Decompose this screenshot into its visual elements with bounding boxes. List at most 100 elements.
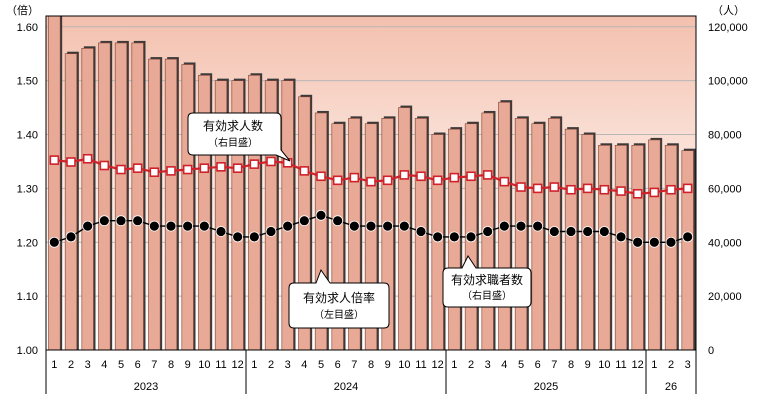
x-axis: 1 2 3 4 5 6 7 8 9 10 11 12 1 2 3 4 5 6 7 8 9 10 11 12 1 2 3 4 5 6 7 8 9 1… [45,350,697,394]
job-ratio-point [565,226,577,237]
job-ratio-point [532,220,544,232]
bar [598,144,611,351]
job-ratio-point [648,236,660,248]
year-label: 2024 [334,381,358,393]
job-seekers-point [182,164,193,175]
job-ratio-point [198,220,210,232]
job-ratio-point [365,220,377,232]
job-ratio-point [548,226,560,237]
job-ratio-point [148,220,160,232]
plot-frame [45,15,697,351]
left-tick-label: 1.50 [17,76,38,88]
month-label: 4 [301,359,307,371]
job-seekers-point [232,163,243,173]
job-seekers-point [299,166,310,176]
callout-job-openings-note: （右目盛） [208,136,258,149]
right-axis: 0 20,000 40,000 60,000 80,000 100,000 120,000 [708,22,748,357]
job-seekers-point [99,160,110,171]
job-ratio-point [465,231,477,243]
line-series-job-ratio [48,209,694,248]
left-tick-label: 1.40 [17,130,38,142]
right-tick-label: 20,000 [708,291,742,303]
bar [164,58,178,351]
job-ratio-point [582,226,594,237]
job-seekers-point [566,184,576,195]
callout-job-openings: 有効求人数 （右目盛） [187,112,291,162]
job-ratio-point [382,220,394,232]
job-seekers-point [449,172,460,183]
right-tick-label: 100,000 [708,76,748,88]
job-ratio-point [498,220,510,232]
job-ratio-point [482,226,494,237]
job-seekers-point [366,176,376,187]
bar [131,42,144,351]
job-seekers-point [482,170,493,180]
month-label: 9 [185,359,191,371]
month-label: 9 [385,359,391,371]
month-label: 1 [51,359,57,371]
right-tick-label: 80,000 [708,130,742,142]
month-label: 8 [368,359,374,371]
month-label: 10 [598,359,610,371]
job-seekers-point [516,182,526,192]
job-ratio-point [165,220,177,232]
month-label: 8 [568,359,574,371]
left-tick-label: 1.60 [17,22,38,34]
month-label: 2 [268,359,274,371]
job-ratio-point [665,236,677,248]
job-ratio-point [182,220,194,232]
bar [98,42,111,351]
job-ratio-point [265,226,277,237]
callout-job-ratio-title: 有効求人倍率 [303,290,375,305]
job-seekers-point [49,155,60,165]
bar [148,58,161,351]
callout-job-seekers-note: （右目盛） [462,289,512,302]
callout-job-ratio: 有効求人倍率 （左目盛） [288,268,390,329]
month-label: 8 [168,359,174,371]
job-seekers-point [116,164,126,175]
job-seekers-point [466,171,476,182]
month-label: 5 [118,359,124,371]
month-label: 12 [432,359,444,371]
job-seekers-point [82,153,93,164]
job-ratio-point [82,220,94,232]
job-seekers-point [266,156,276,167]
job-seekers-point [532,183,543,194]
month-label: 6 [135,359,141,371]
left-tick-label: 1.30 [17,183,38,195]
job-seekers-point [416,171,426,182]
month-label: 2 [668,359,674,371]
job-ratio-point [282,220,294,232]
callout-job-seekers-title: 有効求職者数 [451,272,523,287]
job-ratio-point [98,215,110,227]
job-seekers-point [249,159,260,169]
month-label: 9 [585,359,591,371]
job-seekers-point [666,184,676,195]
job-seekers-point [149,167,160,178]
job-ratio-point [132,215,144,227]
job-seekers-point [549,182,560,192]
month-label: 3 [285,359,291,371]
job-ratio-point [315,209,327,221]
month-label: 11 [615,359,626,371]
job-ratio-point [215,226,227,237]
job-seekers-point [432,175,443,186]
job-ratio-point [298,215,310,227]
month-label: 12 [232,359,244,371]
month-label: 6 [335,359,341,371]
job-ratio-point [682,231,694,243]
month-label: 7 [551,359,557,371]
left-tick-label: 1.10 [17,291,38,303]
bar [81,48,94,351]
right-tick-label: 0 [708,345,714,357]
left-tick-label: 1.00 [17,345,38,357]
month-label: 4 [501,359,507,371]
bar [181,64,194,351]
month-label: 1 [251,359,257,371]
year-label: 26 [665,381,677,393]
left-axis: 1.00 1.10 1.20 1.30 1.40 1.50 1.60 [17,22,38,357]
callout-job-openings-title: 有効求人数 [203,118,263,133]
job-seekers-point [616,186,626,196]
job-seekers-point [632,188,643,199]
